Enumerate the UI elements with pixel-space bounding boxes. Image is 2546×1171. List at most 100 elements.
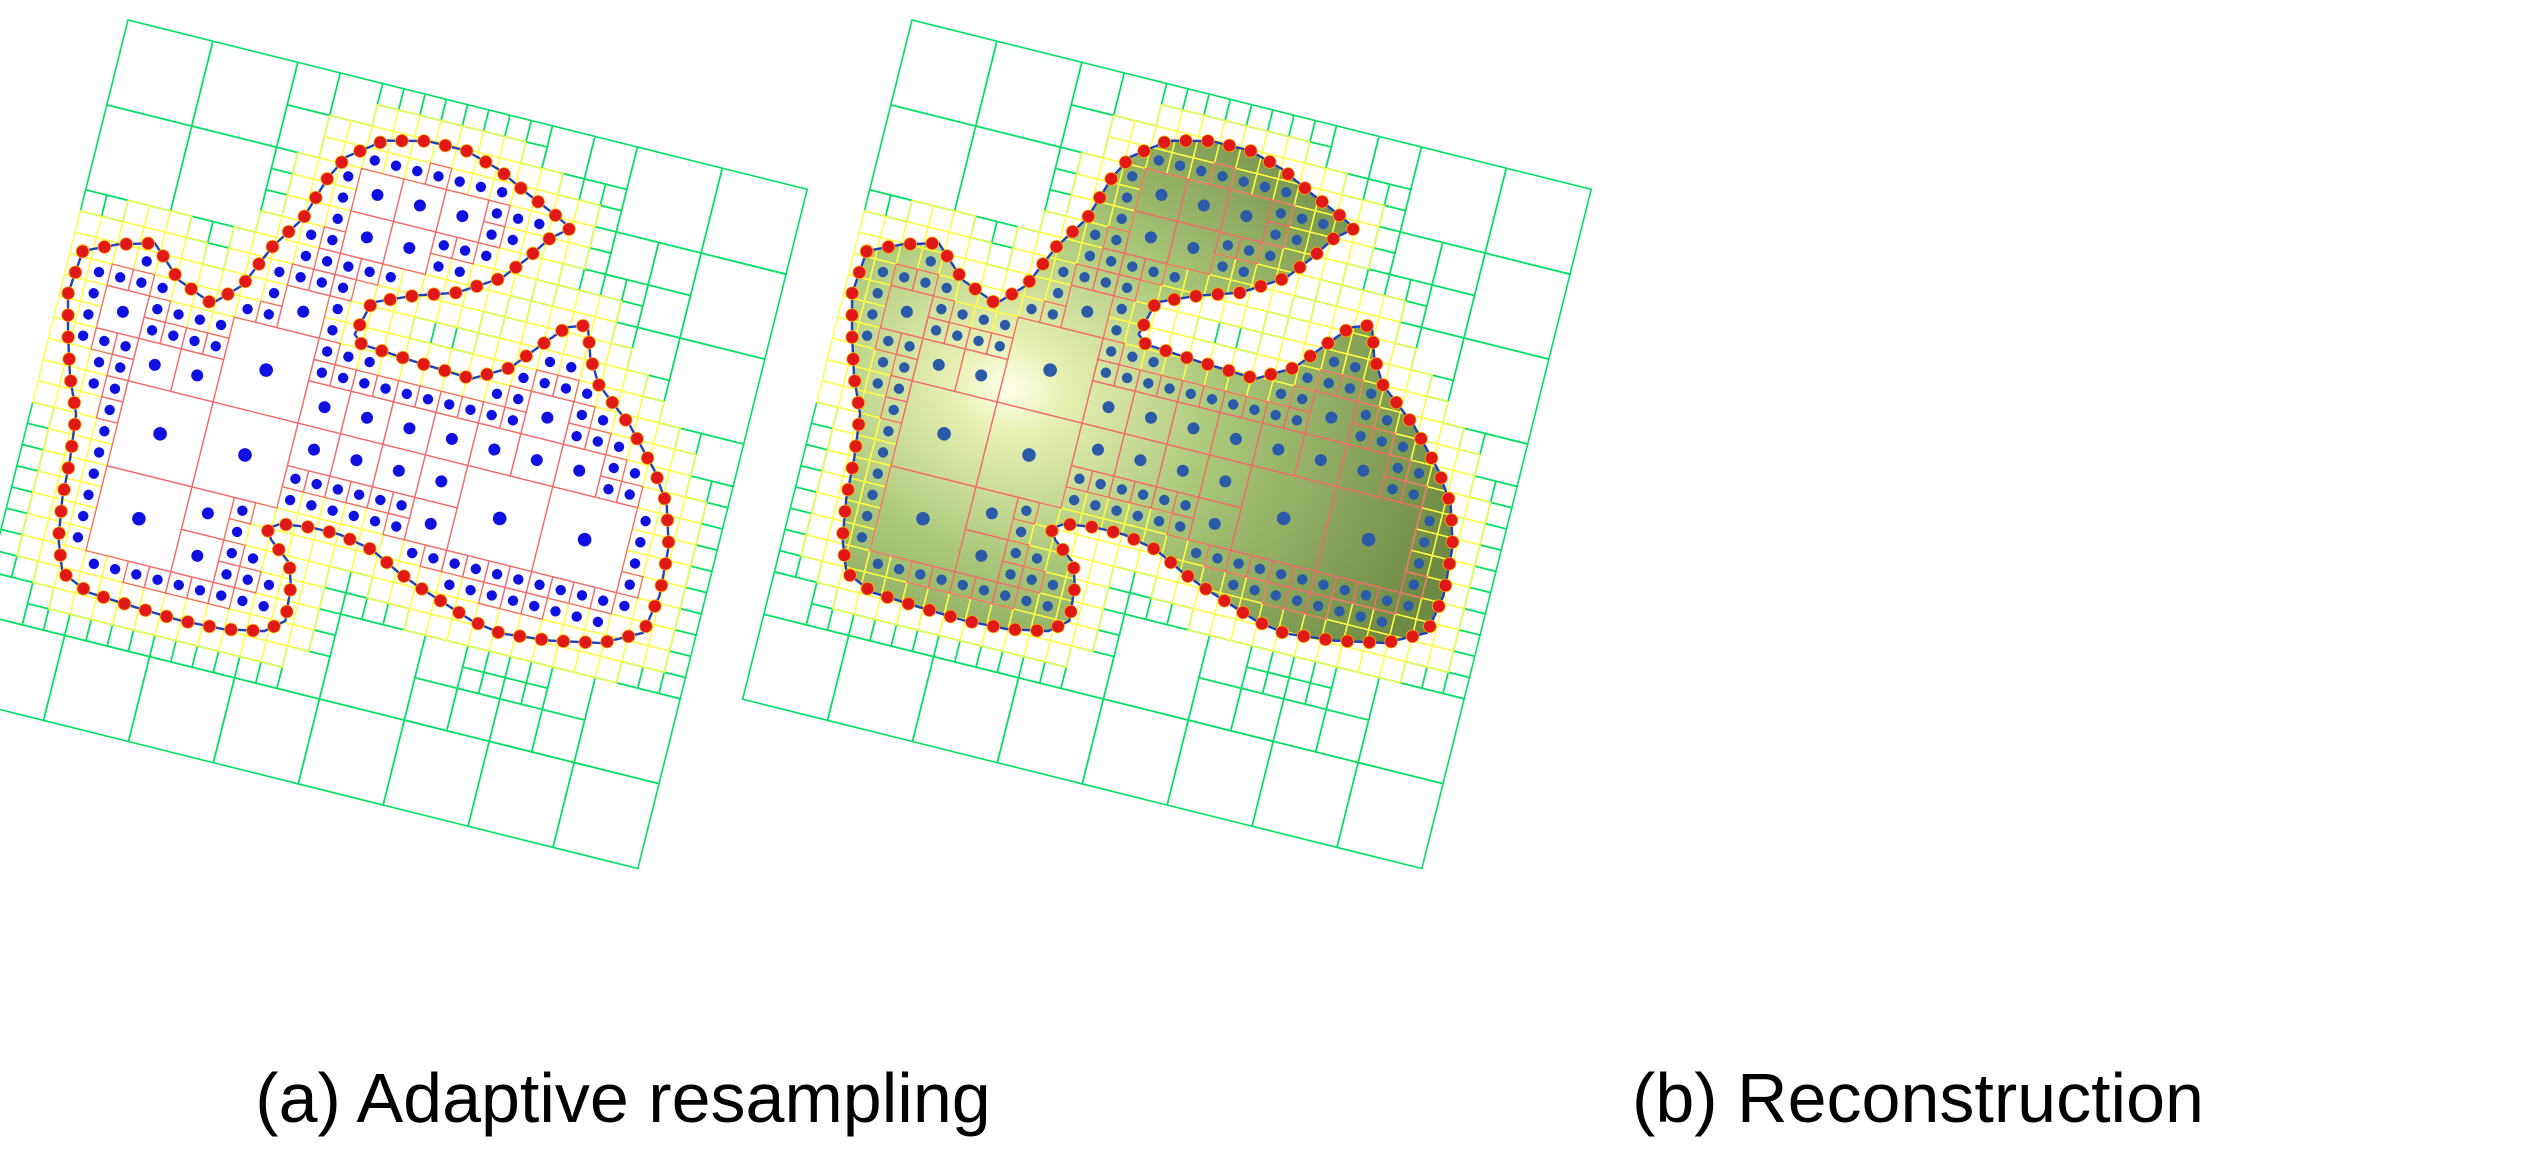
interior-sample: [88, 288, 99, 299]
interior-sample: [189, 335, 200, 347]
boundary-cell: [1240, 305, 1269, 334]
boundary-sample: [354, 336, 368, 351]
interior-sample: [109, 563, 121, 575]
interior-sample: [1197, 199, 1210, 212]
interior-sample: [444, 579, 455, 591]
interior-sample: [242, 574, 253, 585]
boundary-sample: [661, 535, 676, 549]
interior-sample: [496, 186, 508, 198]
interior-sample: [867, 309, 878, 320]
boundary-samples: [52, 134, 676, 650]
interior-sample: [560, 383, 572, 394]
boundary-sample: [283, 583, 298, 597]
boundary-sample: [1199, 582, 1213, 596]
interior-sample: [1313, 600, 1324, 612]
boundary-sample: [282, 561, 297, 575]
interior-sample: [263, 579, 275, 591]
interior-sample: [435, 475, 448, 488]
interior-sample: [1222, 240, 1234, 251]
interior-sample: [491, 208, 503, 219]
interior-sample: [1074, 473, 1085, 485]
interior-cell: [615, 570, 644, 599]
interior-cell: [1304, 591, 1333, 621]
boundary-sample: [836, 526, 850, 541]
interior-sample: [1169, 271, 1180, 283]
interior-sample: [132, 511, 146, 526]
interior-sample: [343, 171, 354, 182]
boundary-sample: [851, 395, 866, 410]
interior-sample: [1350, 362, 1361, 373]
interior-sample: [422, 393, 434, 405]
interior-sample: [371, 188, 384, 201]
boundary-sample: [1423, 619, 1437, 634]
boundary-sample: [395, 350, 410, 365]
boundary-sample: [279, 604, 294, 619]
interior-sample: [486, 590, 497, 601]
interior-sample: [507, 595, 519, 606]
contour: [57, 139, 670, 645]
interior-sample: [433, 261, 444, 272]
outer-quadtree-cells: [741, 19, 1593, 870]
interior-sample: [1228, 579, 1239, 591]
interior-sample: [1408, 579, 1419, 590]
caption-reconstruction: (b) Reconstruction: [1632, 1059, 2204, 1137]
interior-sample: [215, 319, 227, 331]
interior-sample: [327, 234, 338, 246]
outer-cell: [1463, 252, 1572, 361]
interior-sample: [883, 335, 894, 347]
interior-sample: [937, 427, 951, 441]
boundary-sample: [320, 172, 335, 186]
interior-sample: [1144, 411, 1157, 424]
boundary-sample: [437, 363, 452, 378]
boundary-sample: [301, 520, 315, 534]
interior-sample: [1229, 432, 1242, 445]
boundary-cell: [1070, 623, 1099, 653]
boundary-cell: [1266, 289, 1296, 318]
interior-sample: [1302, 372, 1313, 384]
interior-sample: [1206, 393, 1218, 405]
interior-cell: [328, 273, 358, 302]
interior-sample: [191, 549, 204, 562]
interior-sample: [1047, 309, 1058, 320]
boundary-sample: [1414, 431, 1428, 446]
interior-sample: [512, 213, 524, 224]
interior-sample: [401, 388, 412, 400]
interior-sample: [311, 478, 322, 490]
interior-cell: [1139, 257, 1168, 286]
interior-sample: [994, 341, 1005, 352]
interior-sample: [534, 218, 545, 230]
interior-samples: [856, 155, 1435, 628]
interior-sample: [194, 314, 206, 325]
boundary-cell: [594, 655, 623, 684]
interior-sample: [343, 351, 354, 362]
boundary-sample: [880, 590, 895, 604]
interior-sample: [99, 425, 110, 437]
boundary-sample: [1200, 357, 1215, 372]
interior-sample: [1153, 155, 1164, 166]
interior-sample: [316, 277, 328, 288]
interior-sample: [307, 443, 320, 456]
interior-sample: [1314, 454, 1327, 467]
boundary-sample: [592, 378, 606, 392]
interior-sample: [904, 341, 915, 352]
interior-sample: [332, 484, 344, 495]
boundary-sample: [397, 569, 411, 583]
interior-sample: [1116, 303, 1127, 315]
interior-sample: [475, 181, 487, 193]
outer-cell: [741, 613, 850, 722]
interior-sample: [364, 356, 375, 368]
boundary-sample: [119, 237, 133, 251]
boundary-sample: [265, 239, 280, 254]
outer-cell: [700, 167, 809, 276]
boundary-sample: [1085, 520, 1099, 534]
interior-sample: [1148, 266, 1159, 278]
boundary-sample: [1340, 634, 1355, 649]
boundary-sample: [1106, 525, 1121, 539]
boundary-sample: [1384, 634, 1398, 649]
interior-sample: [237, 505, 248, 516]
boundary-sample: [1310, 246, 1324, 261]
interior-sample: [862, 510, 873, 522]
interior-sample: [115, 272, 126, 283]
interior-sample: [1121, 372, 1133, 384]
interior-sample: [221, 569, 232, 580]
